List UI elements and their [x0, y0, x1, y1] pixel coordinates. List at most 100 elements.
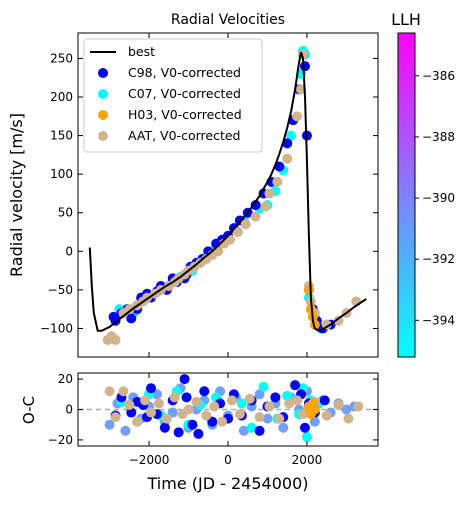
data-point	[110, 412, 121, 423]
legend-marker-swatch	[98, 68, 108, 78]
data-point	[309, 404, 320, 415]
data-point	[286, 130, 297, 141]
data-point	[264, 188, 275, 199]
x-tick-label: 0	[224, 453, 232, 467]
data-point	[240, 219, 251, 230]
legend: best C98, V0-corrected C07, V0-corrected H0…	[83, 38, 263, 153]
data-point	[292, 395, 303, 406]
legend-label: C98, V0-corrected	[128, 65, 241, 80]
residual-plot-area	[78, 374, 378, 442]
data-point	[254, 412, 265, 423]
colorbar	[397, 32, 416, 358]
data-point	[132, 416, 143, 427]
data-point	[333, 315, 344, 326]
data-point	[270, 392, 281, 403]
data-point	[232, 227, 243, 238]
data-point	[278, 422, 289, 433]
data-point	[305, 304, 316, 315]
data-point	[250, 200, 261, 211]
y-tick-label: 20	[58, 372, 73, 386]
x-tick-label: −2000	[129, 453, 170, 467]
data-point	[353, 401, 364, 412]
legend-marker-swatch	[98, 131, 108, 141]
series-h03	[303, 398, 320, 420]
data-point	[124, 399, 135, 410]
legend-label: best	[128, 44, 155, 59]
data-point	[110, 335, 121, 346]
data-point	[303, 284, 314, 295]
data-point	[264, 401, 275, 412]
data-point	[161, 413, 172, 424]
data-point	[118, 386, 129, 397]
data-point	[284, 398, 295, 409]
legend-marker-swatch	[98, 110, 108, 120]
colorbar-tick-label: −386	[422, 69, 455, 83]
data-point	[299, 61, 310, 72]
data-point	[183, 404, 194, 415]
main-plot-area	[88, 45, 367, 346]
data-point	[124, 304, 135, 315]
data-point	[187, 419, 198, 430]
y-tick-label: −50	[48, 283, 73, 297]
legend-label: C07, V0-corrected	[128, 86, 241, 101]
data-point	[299, 422, 310, 433]
data-point	[333, 399, 344, 410]
data-point	[104, 386, 115, 397]
data-point	[274, 161, 285, 172]
legend-label: AAT, V0-corrected	[128, 128, 240, 143]
data-point	[146, 407, 157, 418]
y-tick-label: 0	[65, 244, 73, 258]
x-tick-label: 2000	[292, 453, 323, 467]
colorbar-tick-label: −392	[422, 252, 455, 266]
data-point	[301, 431, 312, 442]
data-point	[234, 409, 245, 420]
data-point	[282, 390, 293, 401]
data-point	[321, 410, 332, 421]
colorbar-axes: −394 −392 −390 −388 −386	[415, 69, 455, 327]
residual-axes: −20 0 20 −2000 0 2000	[48, 372, 378, 467]
data-point	[104, 419, 115, 430]
data-point	[292, 111, 303, 122]
data-point	[236, 398, 247, 409]
data-point	[238, 425, 249, 436]
data-point	[201, 410, 212, 421]
data-point	[209, 401, 220, 412]
main-title: Radial Velocities	[171, 12, 285, 28]
residual-xlabel: Time (JD - 2454000)	[147, 474, 309, 493]
data-point	[260, 201, 271, 212]
series-c98	[110, 374, 330, 439]
data-point	[159, 422, 170, 433]
residual-ylabel: O-C	[20, 396, 38, 424]
data-point	[250, 211, 261, 222]
y-tick-label: −20	[48, 433, 73, 447]
best-fit-line	[88, 51, 367, 332]
legend-marker-swatch	[98, 89, 108, 99]
colorbar-tick-label: −394	[422, 313, 455, 327]
data-point	[319, 395, 330, 406]
data-point	[173, 427, 184, 438]
main-ylabel: Radial velocity [m/s]	[7, 113, 26, 277]
data-point	[179, 374, 190, 385]
y-tick-label: 0	[65, 403, 73, 417]
data-point	[153, 398, 164, 409]
data-point	[341, 404, 352, 415]
y-tick-label: −100	[40, 321, 73, 335]
y-tick-label: 100	[50, 167, 73, 181]
data-point	[126, 407, 137, 418]
data-point	[262, 413, 273, 424]
data-point	[193, 428, 204, 439]
y-tick-label: 200	[50, 90, 73, 104]
data-point	[246, 422, 257, 433]
data-point	[140, 395, 151, 406]
data-point	[282, 153, 293, 164]
y-tick-label: 250	[50, 51, 73, 65]
data-point	[321, 319, 332, 330]
colorbar-tick-label: −388	[422, 130, 455, 144]
data-point	[309, 416, 320, 427]
data-point	[120, 425, 131, 436]
data-point	[226, 395, 237, 406]
legend-box	[83, 38, 263, 153]
legend-label: H03, V0-corrected	[128, 107, 242, 122]
colorbar-tick-label: −390	[422, 191, 455, 205]
